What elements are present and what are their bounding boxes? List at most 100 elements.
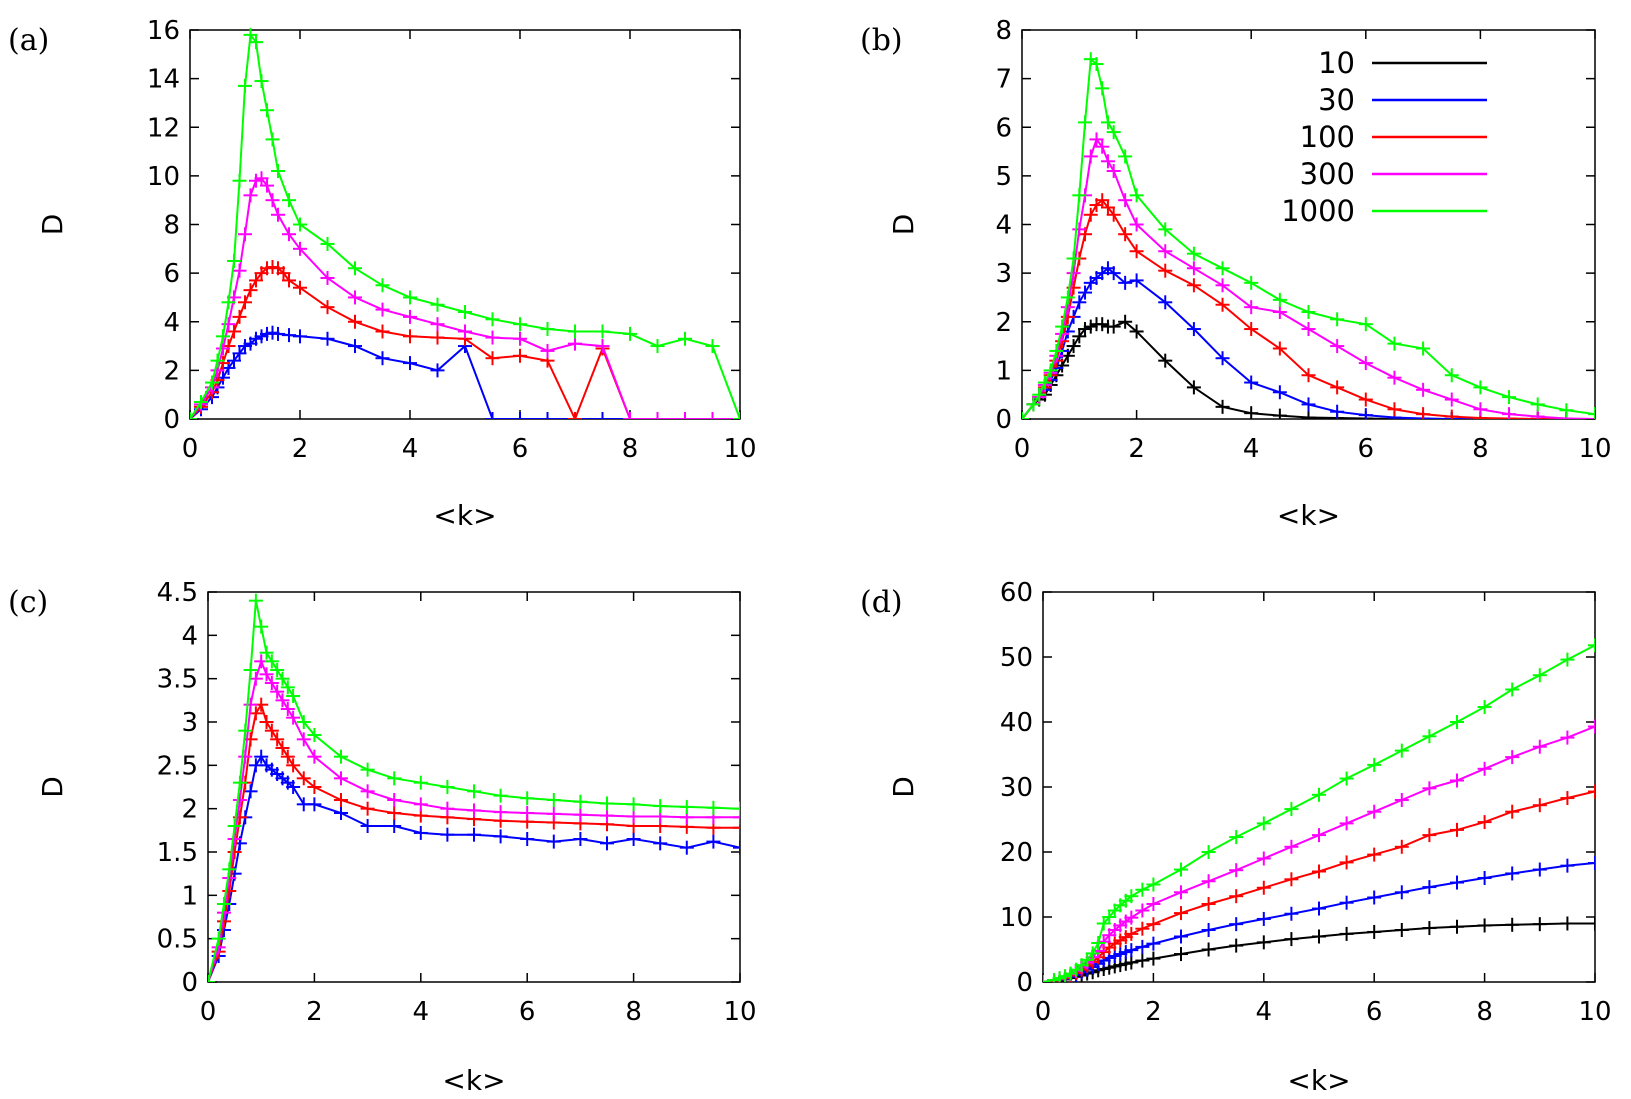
data-point xyxy=(1588,784,1595,799)
data-point xyxy=(1158,263,1173,278)
data-point xyxy=(1256,935,1271,950)
data-point xyxy=(1146,877,1161,892)
data-point xyxy=(1394,793,1409,807)
data-point xyxy=(221,295,236,310)
data-point xyxy=(238,295,252,310)
y-tick-label: 8 xyxy=(995,16,1012,46)
data-point xyxy=(1066,251,1081,266)
data-point xyxy=(1560,916,1575,931)
data-point xyxy=(307,728,322,742)
data-point xyxy=(1201,923,1216,937)
data-point xyxy=(1083,319,1098,334)
data-point xyxy=(1477,815,1492,830)
data-point xyxy=(485,412,500,419)
data-point xyxy=(282,328,296,343)
y-tick-label: 8 xyxy=(163,211,180,241)
x-axis-label: <k> xyxy=(442,1064,505,1097)
data-point xyxy=(320,270,335,285)
data-point xyxy=(1422,828,1437,843)
data-point xyxy=(348,314,362,329)
data-point xyxy=(623,412,637,419)
data-point xyxy=(430,297,445,312)
series-line xyxy=(1022,266,1595,419)
data-point xyxy=(1158,244,1173,259)
data-point xyxy=(485,351,500,366)
data-point xyxy=(282,227,296,242)
data-point xyxy=(440,801,455,816)
data-point xyxy=(705,412,720,419)
data-point xyxy=(232,263,247,278)
data-point xyxy=(1272,408,1287,419)
data-point xyxy=(1089,132,1104,147)
data-point xyxy=(540,343,555,358)
data-point xyxy=(595,339,610,354)
x-tick-label: 6 xyxy=(1358,434,1375,464)
data-point xyxy=(1422,781,1437,796)
data-point xyxy=(1100,154,1115,169)
x-tick-label: 2 xyxy=(292,434,309,464)
data-point xyxy=(348,290,362,305)
data-point xyxy=(1422,921,1437,936)
data-point xyxy=(1118,227,1133,242)
y-tick-label: 0 xyxy=(995,405,1012,435)
legend-label: 10 xyxy=(1318,46,1355,80)
data-point xyxy=(254,619,269,634)
data-point xyxy=(1394,923,1409,937)
data-point xyxy=(1387,370,1402,385)
y-tick-label: 10 xyxy=(1000,903,1033,933)
data-point xyxy=(1473,402,1488,417)
data-point xyxy=(1078,285,1093,300)
data-point xyxy=(733,810,740,825)
data-point xyxy=(1244,406,1259,419)
data-point xyxy=(265,132,280,147)
data-point xyxy=(1284,932,1299,947)
data-point xyxy=(1532,862,1547,877)
data-point xyxy=(678,412,692,419)
data-point xyxy=(513,412,527,419)
series-line xyxy=(1022,57,1595,419)
data-point xyxy=(1530,397,1545,412)
y-tick-label: 12 xyxy=(147,113,180,143)
data-point xyxy=(1330,312,1345,327)
data-point xyxy=(1416,382,1431,397)
data-point xyxy=(1339,855,1354,870)
data-point xyxy=(1118,314,1133,329)
data-point xyxy=(222,862,237,877)
data-point xyxy=(595,412,610,419)
x-tick-label: 2 xyxy=(1128,434,1145,464)
data-point xyxy=(1135,921,1150,936)
data-point xyxy=(1072,295,1087,310)
data-point xyxy=(221,317,236,332)
data-point xyxy=(1367,890,1382,905)
data-point xyxy=(413,825,428,840)
data-point xyxy=(1215,297,1230,312)
data-point xyxy=(413,775,428,790)
data-point xyxy=(259,645,274,660)
y-tick-label: 2 xyxy=(181,795,198,825)
data-point xyxy=(248,706,263,721)
data-point xyxy=(485,312,500,327)
data-point xyxy=(276,266,291,281)
data-point xyxy=(1450,715,1464,729)
data-point xyxy=(1146,917,1161,932)
data-point xyxy=(1201,897,1216,911)
data-point xyxy=(1256,851,1271,866)
data-point xyxy=(1066,266,1081,281)
data-point xyxy=(307,749,322,764)
data-point xyxy=(1367,804,1382,819)
data-point xyxy=(286,758,301,773)
data-point xyxy=(1129,244,1144,259)
data-point xyxy=(1588,856,1595,871)
data-point xyxy=(387,793,402,807)
x-tick-label: 6 xyxy=(1366,997,1383,1027)
y-tick-label: 2 xyxy=(163,356,180,386)
data-point xyxy=(440,827,455,842)
data-point xyxy=(243,732,258,747)
data-point xyxy=(334,771,348,786)
data-point xyxy=(403,329,417,344)
series-line xyxy=(208,658,740,982)
data-point xyxy=(540,322,555,337)
series-N100 xyxy=(190,260,740,419)
x-tick-label: 10 xyxy=(1578,434,1611,464)
